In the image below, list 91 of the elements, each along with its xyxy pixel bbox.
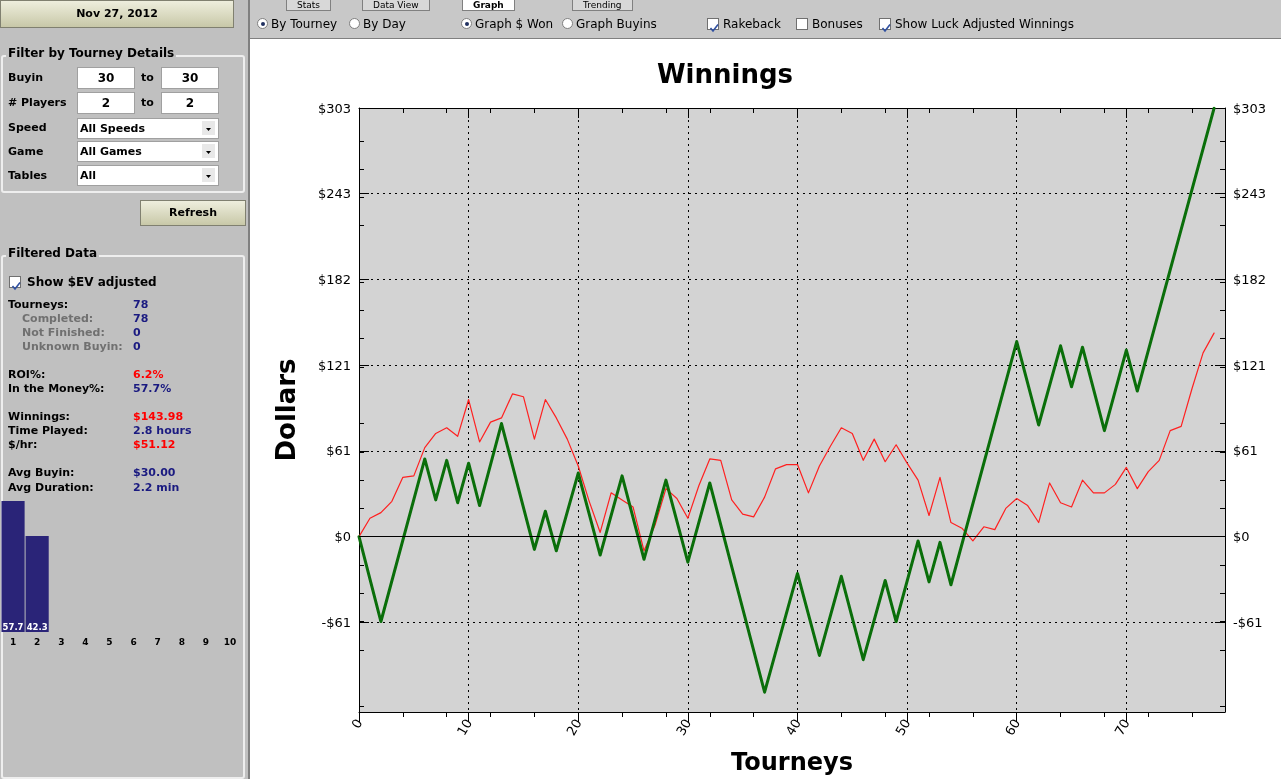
y2-tick-label: $61: [1233, 443, 1258, 459]
text: Tables: [8, 169, 48, 182]
x-tick-label: 8: [178, 636, 185, 647]
text: # Players: [8, 96, 67, 109]
y-tick-label: $243: [317, 186, 351, 202]
text: Not Finished:: [22, 326, 105, 339]
text: All: [80, 168, 97, 184]
text: 0: [133, 340, 141, 353]
text: 30: [97, 71, 115, 85]
y-tick-label: $182: [317, 271, 351, 287]
y-tick-label: $121: [317, 357, 351, 373]
text: Unknown Buyin:: [22, 340, 123, 353]
text: 2: [101, 96, 111, 110]
text: Graph $ Won: [475, 17, 554, 31]
text: Avg Buyin:: [8, 466, 75, 479]
text: Game: [8, 145, 44, 158]
text: By Tourney: [271, 17, 338, 31]
y2-tick-label: $303: [1233, 100, 1267, 116]
text: All Games: [80, 144, 142, 160]
x-tick-label: 4: [82, 636, 89, 647]
text: 2: [185, 96, 195, 110]
y2-tick-label: $243: [1233, 186, 1267, 202]
text: $51.12: [133, 438, 176, 451]
text: 0: [133, 326, 141, 339]
y-tick-label: $61: [326, 443, 351, 459]
line-series: [358, 332, 1215, 552]
x-tick-label: 5: [106, 636, 113, 647]
text: Show Luck Adjusted Winnings: [895, 17, 1074, 31]
text: Winnings:: [8, 410, 70, 423]
text: Tourneys:: [8, 298, 69, 311]
text: Trending: [572, 0, 633, 11]
x-tick-label: 60: [1001, 716, 1024, 739]
x-tick-label: 20: [563, 716, 585, 739]
text: to: [141, 96, 154, 109]
text: Rakeback: [723, 17, 781, 31]
line-series: [357, 106, 1216, 694]
text: Graph Buyins: [576, 17, 657, 31]
text: Nov 27, 2012: [76, 7, 158, 20]
text: $143.98: [133, 410, 184, 423]
y2-tick-label: $182: [1233, 271, 1267, 287]
x-tick-label: 30: [673, 716, 695, 739]
text: 30: [181, 71, 199, 85]
x-tick-label: 6: [130, 636, 137, 647]
text: Show $EV adjusted: [27, 275, 157, 289]
text: 2.2 min: [133, 481, 180, 494]
text: 78: [133, 312, 149, 325]
text: Graph: [462, 0, 515, 11]
text: Stats: [286, 0, 331, 11]
text: Time Played:: [8, 424, 88, 437]
data-label: 57.7: [2, 621, 24, 632]
data-label: 42.3: [26, 621, 48, 632]
y2-tick-label: -$61: [1233, 614, 1263, 630]
text: All Speeds: [80, 121, 146, 137]
text: 78: [133, 298, 149, 311]
y-axis-title: Dollars: [271, 358, 301, 462]
x-tick-label: 1: [9, 636, 17, 647]
text: By Day: [363, 17, 406, 31]
text: Filter by Tourney Details: [6, 46, 177, 60]
text: 2.8 hours: [133, 424, 192, 437]
text: 6.2%: [133, 368, 164, 381]
x-tick-label: 2: [34, 636, 41, 647]
text: $/hr:: [8, 438, 38, 451]
chart-title: Winnings: [656, 59, 794, 89]
x-tick-label: 10: [223, 636, 237, 647]
x-tick-label: 40: [782, 716, 804, 739]
text: 57.7%: [133, 382, 172, 395]
text: Filtered Data: [6, 246, 100, 260]
text: ROI%:: [8, 368, 46, 381]
x-tick-label: 10: [453, 716, 476, 739]
y2-tick-label: $0: [1233, 529, 1250, 545]
text: In the Money%:: [8, 382, 105, 395]
x-tick-label: 70: [1111, 716, 1133, 739]
y-tick-label: $303: [317, 100, 351, 116]
x-tick-label: 7: [154, 636, 161, 647]
text: Speed: [8, 121, 47, 134]
x-tick-label: 0: [348, 716, 366, 731]
text: Buyin: [8, 71, 43, 84]
x-tick-label: 3: [58, 636, 65, 647]
y-tick-label: $0: [334, 529, 351, 545]
text: $30.00: [133, 466, 176, 479]
text: to: [141, 71, 154, 84]
text: Refresh: [169, 206, 217, 219]
y2-tick-label: $121: [1233, 357, 1267, 373]
x-axis-title: Tourneys: [731, 748, 853, 776]
x-tick-label: 9: [202, 636, 209, 647]
text: Avg Duration:: [8, 481, 94, 494]
text: Bonuses: [812, 17, 863, 31]
text: Completed:: [22, 312, 94, 325]
text: Data View: [362, 0, 430, 11]
x-tick-label: 50: [892, 716, 914, 739]
y-tick-label: -$61: [321, 614, 351, 630]
